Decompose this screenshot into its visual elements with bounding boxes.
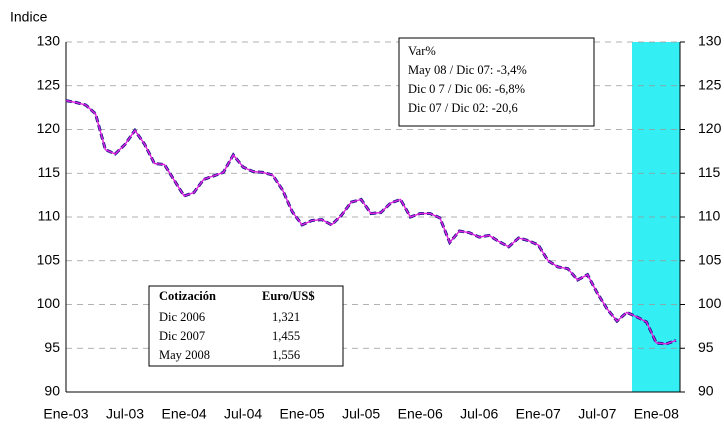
y2-tick-label: 115 bbox=[698, 164, 721, 180]
y2-tick-label: 130 bbox=[698, 33, 722, 49]
y-tick-label: 125 bbox=[37, 76, 61, 92]
annotation-box bbox=[398, 37, 595, 127]
y2-tick-label: 95 bbox=[698, 339, 714, 355]
y-tick-label: 90 bbox=[44, 383, 60, 399]
x-tick-label: Jul-06 bbox=[460, 406, 498, 422]
y-tick-label: 110 bbox=[38, 208, 61, 224]
x-tick-label: Ene-07 bbox=[516, 406, 561, 422]
table-cell: Dic 2007 bbox=[159, 329, 205, 343]
table-box bbox=[148, 285, 344, 367]
y2-tick-label: 100 bbox=[698, 295, 722, 311]
y-tick-label: 120 bbox=[37, 120, 61, 136]
y-tick-label: 115 bbox=[38, 164, 61, 180]
x-tick-label: Ene-03 bbox=[43, 406, 88, 422]
x-tick-label: Ene-08 bbox=[634, 406, 679, 422]
x-tick-label: Ene-06 bbox=[398, 406, 443, 422]
y-tick-label: 95 bbox=[44, 339, 60, 355]
x-tick-label: Ene-04 bbox=[161, 406, 206, 422]
table-cell: May 2008 bbox=[159, 348, 210, 362]
x-tick-label: Jul-03 bbox=[106, 406, 144, 422]
y-tick-label: 105 bbox=[37, 251, 61, 267]
table-cell: 1,556 bbox=[272, 348, 300, 362]
annotation-text: May 08 / Dic 07: -3,4% bbox=[408, 63, 527, 77]
annotation-text: Dic 0 7 / Dic 06: -6,8% bbox=[408, 82, 525, 96]
y2-tick-label: 90 bbox=[698, 383, 714, 399]
y2-tick-label: 120 bbox=[698, 120, 722, 136]
y2-tick-label: 125 bbox=[698, 76, 722, 92]
y-tick-label: 100 bbox=[37, 295, 61, 311]
x-tick-label: Ene-05 bbox=[280, 406, 325, 422]
table-header: Euro/US$ bbox=[262, 289, 315, 303]
y2-tick-label: 110 bbox=[698, 208, 721, 224]
table-cell: 1,455 bbox=[272, 329, 300, 343]
table-header: Cotización bbox=[159, 289, 216, 303]
table-cell: 1,321 bbox=[272, 310, 300, 324]
y2-tick-label: 105 bbox=[698, 251, 722, 267]
y-tick-label: 130 bbox=[37, 33, 61, 49]
table-cell: Dic 2006 bbox=[159, 310, 205, 324]
y-axis-label: Indice bbox=[10, 9, 48, 25]
series-line bbox=[65, 99, 677, 345]
x-tick-label: Jul-04 bbox=[224, 406, 262, 422]
annotation-text: Var% bbox=[408, 44, 436, 58]
annotation-text: Dic 07 / Dic 02: -20,6 bbox=[408, 101, 518, 115]
x-tick-label: Jul-07 bbox=[578, 406, 616, 422]
x-tick-label: Jul-05 bbox=[342, 406, 380, 422]
